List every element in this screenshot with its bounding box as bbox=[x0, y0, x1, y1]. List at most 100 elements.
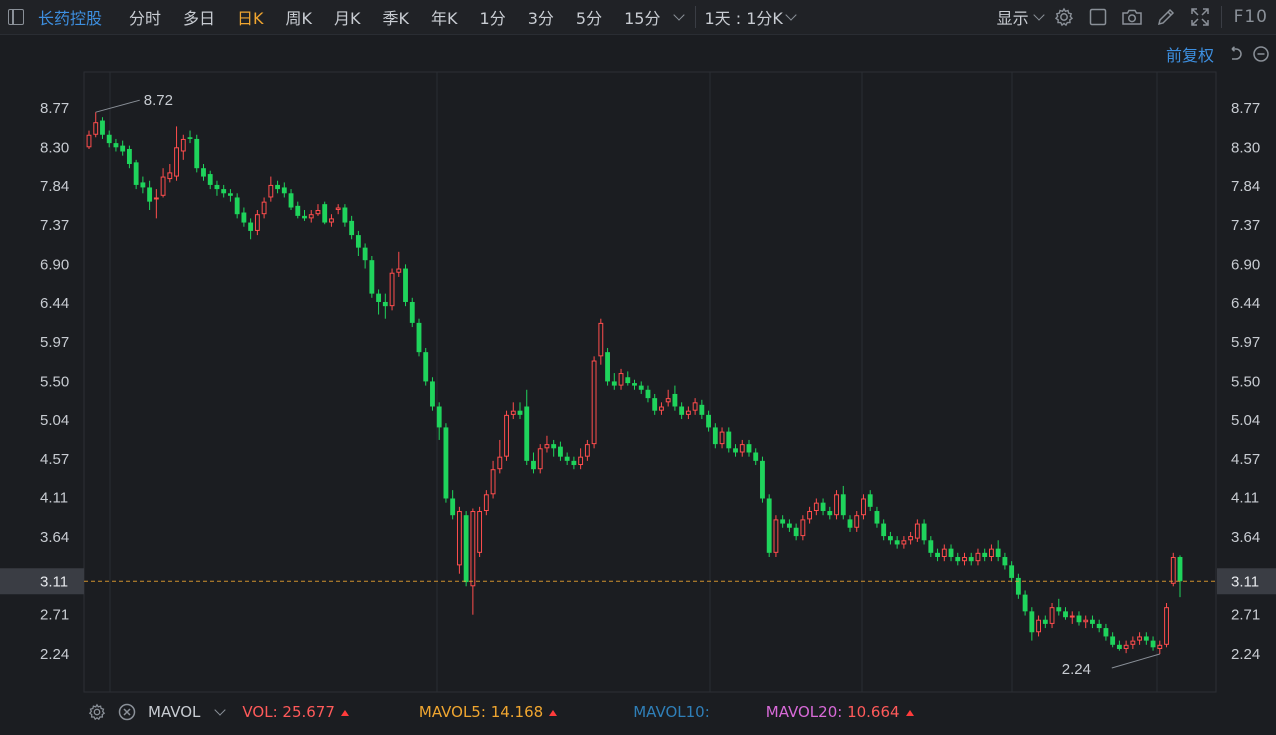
candle-body bbox=[948, 548, 954, 558]
candle bbox=[531, 452, 536, 474]
camera-icon[interactable] bbox=[1121, 6, 1143, 28]
candle-body bbox=[1164, 607, 1169, 645]
toolbar-divider bbox=[695, 6, 697, 28]
candle bbox=[948, 544, 954, 562]
indicator-select[interactable]: MAVOL bbox=[148, 703, 201, 721]
candle-body bbox=[1049, 607, 1055, 624]
tab-3min[interactable]: 3分 bbox=[527, 9, 554, 28]
candle bbox=[975, 548, 981, 566]
candle-body bbox=[921, 523, 927, 541]
candle-body bbox=[329, 218, 334, 223]
candle bbox=[618, 368, 624, 390]
tab-daily-k[interactable]: 日K bbox=[237, 9, 264, 28]
candle-body bbox=[1123, 644, 1129, 649]
candle bbox=[1076, 611, 1082, 626]
candle bbox=[847, 515, 853, 532]
stock-name[interactable]: 长药控股 bbox=[38, 9, 103, 28]
candle-body bbox=[995, 548, 1001, 558]
candle bbox=[793, 523, 799, 541]
candle bbox=[302, 210, 307, 221]
candle-body bbox=[187, 137, 193, 139]
tab-yearly-k[interactable]: 年K bbox=[431, 9, 458, 28]
candle bbox=[342, 204, 348, 227]
candle-body bbox=[490, 469, 496, 495]
candle-body bbox=[106, 134, 112, 144]
checkbox-icon[interactable] bbox=[1087, 6, 1109, 28]
candle-body bbox=[1076, 615, 1082, 623]
candle-body bbox=[389, 272, 395, 307]
pencil-icon[interactable] bbox=[1155, 6, 1177, 28]
y-tick-label-left: 3.64 bbox=[40, 529, 69, 546]
y-tick-label-left: 4.57 bbox=[40, 451, 69, 468]
candle bbox=[571, 456, 577, 470]
zoom-out-icon[interactable] bbox=[1250, 43, 1272, 65]
tab-multi-day[interactable]: 多日 bbox=[183, 9, 216, 28]
mavol20-value: 10.664 bbox=[847, 703, 900, 721]
candle bbox=[106, 130, 112, 148]
candle bbox=[807, 506, 813, 524]
candle-body bbox=[241, 212, 247, 223]
candle bbox=[403, 264, 408, 307]
candle-body bbox=[1015, 577, 1021, 595]
sidebar-toggle-icon[interactable] bbox=[8, 9, 24, 25]
mavol5-value: 14.168 bbox=[490, 703, 544, 721]
candle-body bbox=[955, 557, 961, 562]
toolbar-divider-right bbox=[1220, 6, 1222, 28]
candle bbox=[692, 398, 698, 415]
tab-timeshare[interactable]: 分时 bbox=[129, 9, 162, 28]
candle-body bbox=[140, 182, 146, 188]
tab-15min[interactable]: 15分 bbox=[624, 9, 661, 28]
candle-body bbox=[854, 515, 860, 528]
candle bbox=[591, 356, 597, 449]
y-tick-label-left: 7.37 bbox=[40, 217, 69, 234]
candle-body bbox=[605, 352, 610, 382]
candle bbox=[679, 402, 685, 420]
candle-body bbox=[504, 414, 509, 457]
candle-body bbox=[1150, 640, 1156, 648]
candle bbox=[834, 490, 839, 520]
tab-5min[interactable]: 5分 bbox=[575, 9, 603, 28]
candle-body bbox=[881, 523, 887, 537]
candle bbox=[133, 159, 139, 190]
more-periods-chevron-icon[interactable] bbox=[673, 9, 686, 21]
candle bbox=[894, 536, 900, 549]
candle bbox=[1069, 611, 1075, 624]
tab-weekly-k[interactable]: 周K bbox=[285, 9, 313, 28]
f10-button[interactable]: F10 bbox=[1233, 7, 1268, 27]
candle-body bbox=[221, 189, 227, 194]
undo-icon[interactable] bbox=[1224, 43, 1246, 65]
candle bbox=[93, 112, 99, 138]
candle-body bbox=[726, 431, 732, 449]
display-menu[interactable]: 显示 bbox=[996, 9, 1029, 28]
candle-body bbox=[638, 385, 644, 390]
indicator-chevron-icon[interactable] bbox=[214, 704, 227, 716]
candle bbox=[901, 536, 907, 549]
candle bbox=[659, 402, 664, 415]
tab-monthly-k[interactable]: 月K bbox=[334, 9, 361, 28]
settings-icon[interactable] bbox=[86, 701, 108, 723]
close-icon[interactable] bbox=[116, 701, 138, 723]
candle-body bbox=[133, 162, 139, 185]
tab-1min[interactable]: 1分 bbox=[479, 9, 506, 28]
tab-quarterly-k[interactable]: 季K bbox=[382, 9, 410, 28]
candle bbox=[409, 297, 415, 328]
candle bbox=[598, 318, 604, 365]
candle-body bbox=[753, 452, 759, 461]
display-chevron-icon[interactable] bbox=[1032, 9, 1045, 21]
candle bbox=[281, 182, 287, 198]
candle-body bbox=[248, 222, 254, 231]
candle-body bbox=[1069, 615, 1075, 618]
candle bbox=[719, 427, 725, 449]
y-tick-label-right: 8.77 bbox=[1231, 100, 1260, 117]
gear-icon[interactable] bbox=[1053, 6, 1075, 28]
candle bbox=[760, 456, 765, 503]
current-price-tag-right bbox=[1217, 568, 1276, 595]
interval-chevron-icon[interactable] bbox=[785, 9, 797, 21]
y-tick-label-left: 6.44 bbox=[40, 295, 69, 312]
interval-select[interactable]: 1天 : 1分K bbox=[704, 9, 783, 28]
candle-body bbox=[382, 301, 388, 307]
candlestick-chart[interactable]: 8.77 8.77 8.30 8.30 7.84 7.84 7.37 7.37 6.90 6.90… bbox=[0, 35, 1276, 693]
fullscreen-icon[interactable] bbox=[1189, 6, 1211, 28]
adjust-mode-button[interactable]: 前复权 bbox=[1165, 46, 1214, 65]
candle bbox=[389, 268, 395, 311]
